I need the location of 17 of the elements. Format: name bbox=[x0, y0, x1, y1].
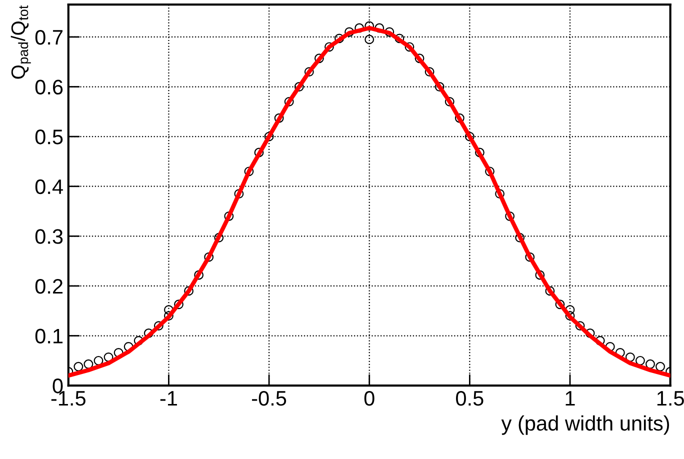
x-tick-label: 0.5 bbox=[456, 390, 484, 406]
x-tick-label: -1.5 bbox=[51, 391, 86, 406]
y-tick-label: 0 bbox=[52, 378, 63, 394]
y-tick-label: 0.4 bbox=[35, 179, 63, 194]
y-tick-label: 0.6 bbox=[35, 80, 63, 95]
x-tick-label: 1.5 bbox=[657, 391, 684, 406]
y-tick-label: 0.3 bbox=[35, 229, 63, 244]
x-tick-label: -1 bbox=[160, 391, 177, 406]
x-tick-label: 1 bbox=[566, 391, 575, 406]
y-axis-title: Q$_{pad}$/Q$_{tot}$ bbox=[10, 5, 31, 79]
x-tick-label: 0 bbox=[364, 390, 374, 406]
y-tick-label: 0.1 bbox=[35, 328, 63, 344]
y-tick-label: 0.2 bbox=[35, 278, 62, 294]
y-tick-label: 0.7 bbox=[35, 30, 62, 45]
x-tick-label: -0.5 bbox=[252, 390, 286, 406]
y-tick-label: 0.5 bbox=[35, 130, 63, 144]
x-axis-title: y (pad width units) bbox=[501, 415, 670, 435]
